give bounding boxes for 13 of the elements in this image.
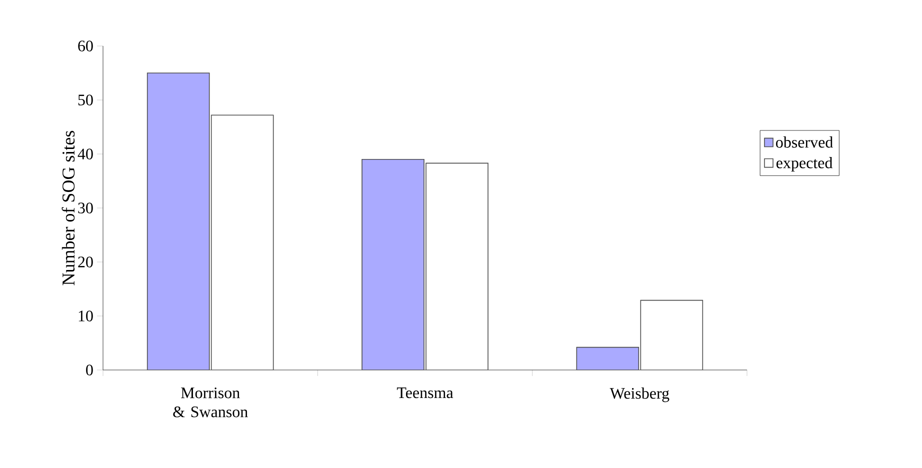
y-tick-label: 0 bbox=[86, 364, 93, 376]
y-axis-title: Number of SOG sites bbox=[62, 130, 75, 286]
x-tick-label: Teensma bbox=[396, 388, 454, 398]
y-tick-label: 10 bbox=[78, 310, 93, 322]
x-tick-label: Weisberg bbox=[610, 388, 670, 402]
y-tick-label: 30 bbox=[78, 202, 93, 214]
legend-label: expected bbox=[776, 157, 833, 172]
x-tick-label: Morrison & Swanson bbox=[173, 388, 248, 418]
y-tick-label: 20 bbox=[78, 256, 93, 268]
y-tick-label: 50 bbox=[78, 94, 93, 106]
legend-label: observed bbox=[776, 136, 833, 148]
y-tick-label: 60 bbox=[78, 40, 93, 52]
y-tick-label: 40 bbox=[78, 148, 93, 160]
